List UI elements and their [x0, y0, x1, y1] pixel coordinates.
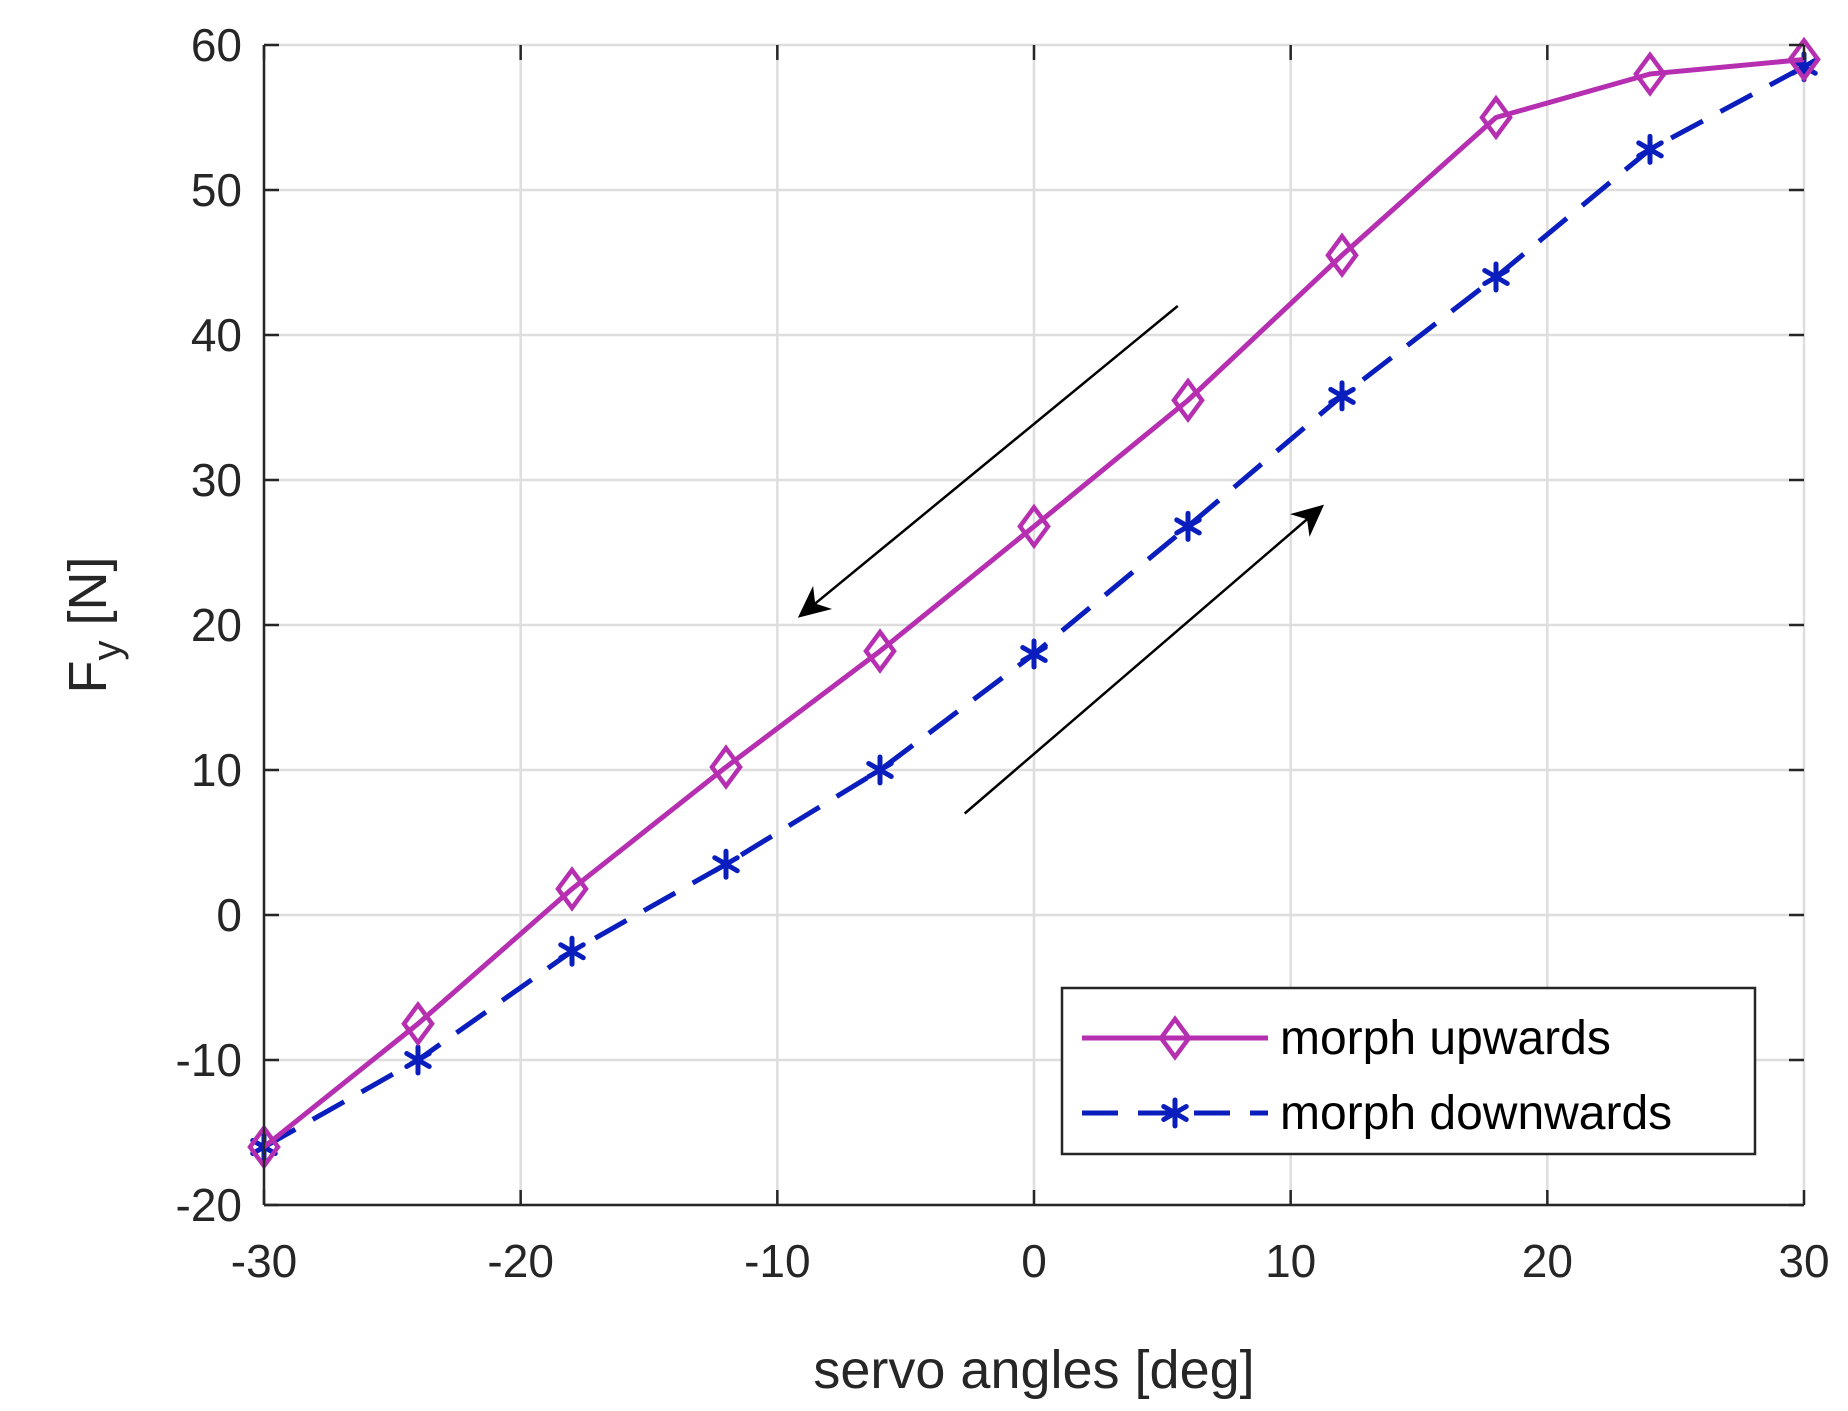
arrow-head [797, 585, 833, 618]
data-point [404, 1044, 432, 1076]
arrow-shaft [814, 305, 1179, 605]
y-tick-label: 50 [191, 164, 242, 216]
x-tick-label: -10 [744, 1235, 810, 1287]
data-point [1482, 261, 1510, 293]
y-axis-label-subscript: y [85, 641, 129, 661]
data-point [709, 744, 743, 790]
data-point [863, 628, 897, 674]
y-tick-label: 0 [216, 889, 242, 941]
data-point [401, 1000, 435, 1047]
y-tick-label: 40 [191, 309, 242, 361]
legend-asterisk-icon [1161, 1097, 1189, 1129]
data-point [866, 754, 894, 786]
x-tick-label: 10 [1265, 1235, 1316, 1287]
axes [262, 43, 1806, 1207]
data-point [1171, 377, 1205, 424]
data-point [1020, 638, 1048, 670]
y-tick-label: -10 [176, 1034, 242, 1086]
x-tick-label: -20 [487, 1235, 553, 1287]
y-axis-label: Fy [N] [58, 556, 129, 693]
data-point [1479, 94, 1513, 141]
x-tick-label: 20 [1522, 1235, 1573, 1287]
data-point [1325, 232, 1359, 279]
data-point [1017, 503, 1051, 550]
y-tick-label: 10 [191, 744, 242, 796]
series-0 [247, 36, 1821, 1170]
annotation-arrow-1 [963, 504, 1325, 815]
x-axis-label: servo angles [deg] [813, 1340, 1254, 1400]
y-tick-label: 20 [191, 599, 242, 651]
data-point [1636, 133, 1664, 165]
legend: morph upwards morph downwards [1060, 986, 1757, 1156]
series-1 [250, 51, 1818, 1163]
y-tick-label: -20 [176, 1179, 242, 1231]
data-point [555, 866, 589, 912]
data-point [1174, 510, 1202, 542]
x-tick-label: 30 [1778, 1235, 1829, 1287]
data-point [1787, 36, 1821, 83]
annotation-arrow-0 [797, 305, 1179, 618]
legend-label-upwards: morph upwards [1280, 1012, 1611, 1065]
annotations [797, 305, 1325, 815]
data-point [1328, 380, 1356, 412]
data-point [558, 935, 586, 967]
legend-label-downwards: morph downwards [1280, 1087, 1672, 1140]
series-layer [247, 36, 1821, 1170]
y-axis-label-main: F [58, 661, 118, 694]
x-tick-label: -30 [231, 1235, 297, 1287]
legend-box [1060, 986, 1757, 1156]
arrow-head [1289, 504, 1325, 537]
x-tick-label: 0 [1021, 1235, 1047, 1287]
series-line [262, 57, 1805, 1149]
arrow-shaft [963, 518, 1308, 815]
y-tick-label: 60 [191, 19, 242, 71]
y-tick-label: 30 [191, 454, 242, 506]
data-point [1633, 51, 1667, 97]
data-point [712, 848, 740, 880]
legend-diamond-icon [1158, 1015, 1192, 1061]
y-axis-label-unit: [N] [58, 556, 118, 640]
legend-marker-downwards [1161, 1097, 1189, 1129]
legend-marker-upwards [1158, 1015, 1192, 1061]
